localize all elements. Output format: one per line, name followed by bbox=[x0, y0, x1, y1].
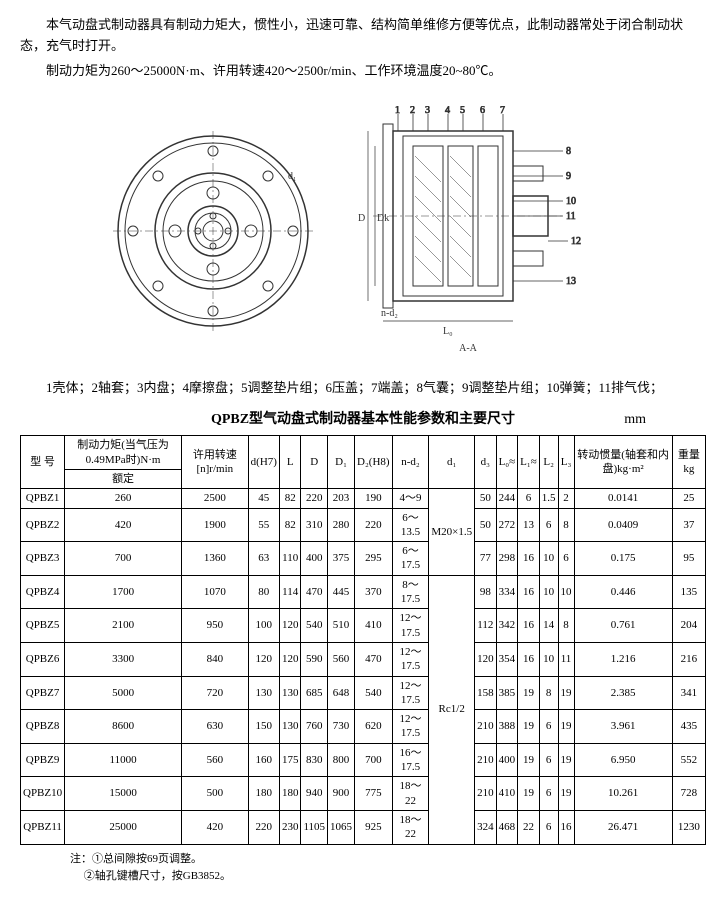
th-d3: d₃ bbox=[475, 436, 497, 489]
table-row: QPBZ6330084012012059056047012～17.5120354… bbox=[21, 642, 706, 676]
svg-text:L₀: L₀ bbox=[443, 326, 453, 337]
svg-text:D: D bbox=[358, 213, 365, 224]
svg-text:2: 2 bbox=[410, 106, 415, 116]
table-row: QPBZ101500050018018094090077518～22210410… bbox=[21, 777, 706, 811]
table-row: QPBZ91100056016017583080070016～17.521040… bbox=[21, 743, 706, 777]
th-inertia: 转动惯量(轴套和内盘)kg·m² bbox=[574, 436, 672, 489]
intro-paragraph-1: 本气动盘式制动器具有制动力矩大，惯性小，迅速可靠、结构简单维修方便等优点，此制动… bbox=[20, 15, 706, 57]
svg-text:5: 5 bbox=[460, 106, 465, 116]
th-speed: 许用转速[n]r/min bbox=[182, 436, 249, 489]
spec-table: 型 号 制动力矩(当气压为0.49MPa时)N·m 许用转速[n]r/min d… bbox=[20, 435, 706, 844]
svg-text:8: 8 bbox=[566, 146, 571, 157]
table-row: QPBZ11250004202202301105106592518～223244… bbox=[21, 810, 706, 844]
th-torque: 制动力矩(当气压为0.49MPa时)N·m bbox=[65, 436, 182, 470]
table-title: QPBZ型气动盘式制动器基本性能参数和主要尺寸 mm bbox=[20, 409, 706, 431]
svg-text:13: 13 bbox=[566, 276, 576, 287]
th-torque-sub: 额定 bbox=[65, 469, 182, 488]
svg-text:12: 12 bbox=[571, 236, 581, 247]
th-model: 型 号 bbox=[21, 436, 65, 489]
footnotes: 注：①总间隙按69页调整。 ②轴孔键槽尺寸，按GB3852。 bbox=[20, 851, 706, 886]
th-nd2: n-d₂ bbox=[392, 436, 429, 489]
svg-text:4: 4 bbox=[445, 106, 450, 116]
svg-text:6: 6 bbox=[480, 106, 485, 116]
svg-text:Dk: Dk bbox=[377, 213, 389, 224]
th-L2: L₂ bbox=[539, 436, 558, 489]
svg-text:10: 10 bbox=[566, 196, 576, 207]
th-L3: L₃ bbox=[558, 436, 574, 489]
th-weight: 重量kg bbox=[672, 436, 705, 489]
th-d: d(H7) bbox=[248, 436, 279, 489]
svg-text:n-d₂: n-d₂ bbox=[381, 308, 398, 319]
table-row: QPBZ5210095010012054051041012～17.5112342… bbox=[21, 609, 706, 643]
table-row: QPBZ1260250045822202031904～9M20×1.550244… bbox=[21, 489, 706, 508]
svg-text:11: 11 bbox=[566, 211, 576, 222]
svg-text:d₁: d₁ bbox=[288, 171, 297, 182]
table-row: QPBZ8860063015013076073062012～17.5210388… bbox=[21, 710, 706, 744]
svg-text:1: 1 bbox=[395, 106, 400, 116]
th-D1: D₁ bbox=[328, 436, 355, 489]
table-unit: mm bbox=[624, 409, 646, 431]
table-row: QPBZ7500072013013068564854012～17.5158385… bbox=[21, 676, 706, 710]
th-L: L bbox=[279, 436, 301, 489]
th-L1: L₁≈ bbox=[518, 436, 540, 489]
table-row: QPBZ417001070801144704453708～17.5Rc1/298… bbox=[21, 575, 706, 609]
svg-text:7: 7 bbox=[500, 106, 505, 116]
table-row: QPBZ2420190055823102802206～13.5502721368… bbox=[21, 508, 706, 542]
th-D2: D₂(H8) bbox=[355, 436, 393, 489]
intro-paragraph-2: 制动力矩为260～25000N·m、许用转速420～2500r/min、工作环境… bbox=[20, 61, 706, 82]
th-L0: L₀≈ bbox=[496, 436, 518, 489]
table-row: QPBZ37001360631104003752956～17.577298161… bbox=[21, 542, 706, 576]
th-D: D bbox=[301, 436, 328, 489]
diagram-container: d₁ bbox=[20, 106, 706, 363]
parts-list: 1壳体；2轴套；3内盘；4摩擦盘；5调整垫片组；6压盖；7端盖；8气囊；9调整垫… bbox=[20, 378, 706, 399]
svg-text:9: 9 bbox=[566, 171, 571, 182]
diagram-front-view: d₁ bbox=[113, 131, 313, 338]
svg-text:3: 3 bbox=[425, 106, 430, 116]
diagram-section-view: 1 2 3 4 5 6 7 8 9 10 11 12 13 D Dk L₀ n-… bbox=[353, 106, 613, 363]
svg-text:A-A: A-A bbox=[459, 343, 478, 354]
th-d1: d₁ bbox=[429, 436, 475, 489]
